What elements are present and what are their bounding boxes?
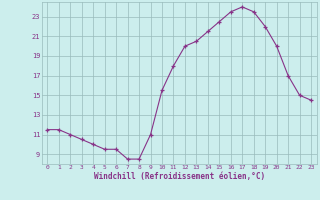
X-axis label: Windchill (Refroidissement éolien,°C): Windchill (Refroidissement éolien,°C): [94, 172, 265, 181]
